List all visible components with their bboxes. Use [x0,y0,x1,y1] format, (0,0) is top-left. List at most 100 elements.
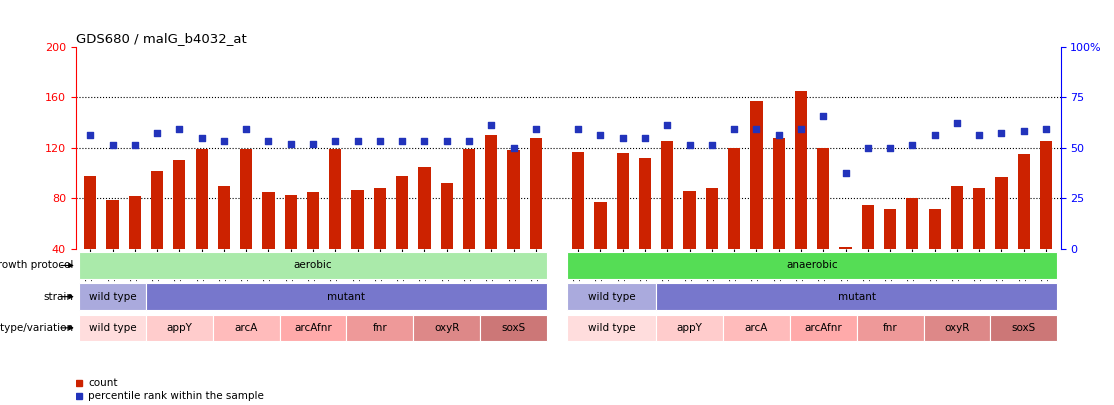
Bar [307,192,320,249]
Text: wild type: wild type [588,323,635,333]
Bar [656,284,1057,310]
Bar [480,315,547,341]
Bar [990,315,1057,341]
Bar [617,153,629,249]
Bar [885,209,897,249]
Bar [573,151,585,249]
Text: mutant: mutant [328,292,365,302]
Text: soxS: soxS [1012,323,1036,333]
Bar [196,149,208,249]
Point [1015,128,1033,134]
Text: arcAfnr: arcAfnr [804,323,842,333]
Point [460,138,478,145]
Text: oxyR: oxyR [434,323,459,333]
Bar [723,315,790,341]
Point [193,134,211,141]
Bar [840,247,852,249]
Point [1037,126,1055,132]
Bar [441,183,453,249]
Point [304,141,322,147]
Point [170,126,188,132]
Bar [413,315,480,341]
Point [349,138,367,145]
Point [614,134,632,141]
Bar [79,315,146,341]
Bar [530,138,543,249]
Point [371,138,389,145]
Bar [773,138,785,249]
Bar [818,148,830,249]
Point [237,126,255,132]
Bar [280,315,346,341]
Text: appY: appY [676,323,703,333]
Bar [567,284,656,310]
Text: arcA: arcA [745,323,768,333]
Text: soxS: soxS [501,323,526,333]
Bar [862,205,874,249]
Bar [241,149,253,249]
Bar [107,200,119,249]
Text: count: count [88,378,118,388]
Text: arcA: arcA [235,323,257,333]
Point [770,132,788,139]
Bar [929,209,941,249]
Bar [330,149,342,249]
Point [993,130,1010,136]
Point [148,130,166,136]
Text: fnr: fnr [372,323,388,333]
Bar [567,315,656,341]
Point [326,138,344,145]
Bar [285,195,297,249]
Bar [751,101,763,249]
Point [416,138,433,145]
Bar [1018,154,1030,249]
Bar [146,284,547,310]
Bar [924,315,990,341]
Point [703,142,721,149]
Text: wild type: wild type [89,292,136,302]
Point [126,142,144,149]
Bar [595,202,607,249]
Text: fnr: fnr [882,323,898,333]
Bar [1040,141,1053,249]
Text: GDS680 / malG_b4032_at: GDS680 / malG_b4032_at [76,32,246,45]
Text: mutant: mutant [838,292,876,302]
Bar [85,176,97,249]
Bar [996,177,1008,249]
Point [658,122,676,128]
Bar [263,192,275,249]
Point [859,145,877,151]
Point [837,170,854,177]
Point [792,126,810,132]
Bar [79,252,547,279]
Point [215,138,233,145]
Text: wild type: wild type [89,323,136,333]
Point [482,122,500,128]
Point [948,119,966,126]
Point [569,126,587,132]
Point [527,126,545,132]
Point [260,138,277,145]
Bar [213,315,280,341]
Bar [129,196,141,249]
Bar [639,158,652,249]
Bar [218,186,231,249]
Bar [508,150,520,249]
Point [970,132,988,139]
Text: growth protocol: growth protocol [0,260,74,271]
Bar [486,135,498,249]
Point [926,132,944,139]
Point [81,132,99,139]
Bar [174,160,186,249]
Point [636,134,654,141]
Bar [397,176,409,249]
Bar [419,167,431,249]
Text: genotype/variation: genotype/variation [0,323,74,333]
Point [814,113,832,119]
Text: strain: strain [43,292,74,302]
Bar [706,188,719,249]
Bar [346,315,413,341]
Text: anaerobic: anaerobic [786,260,838,271]
Bar [907,198,919,249]
Bar [656,315,723,341]
